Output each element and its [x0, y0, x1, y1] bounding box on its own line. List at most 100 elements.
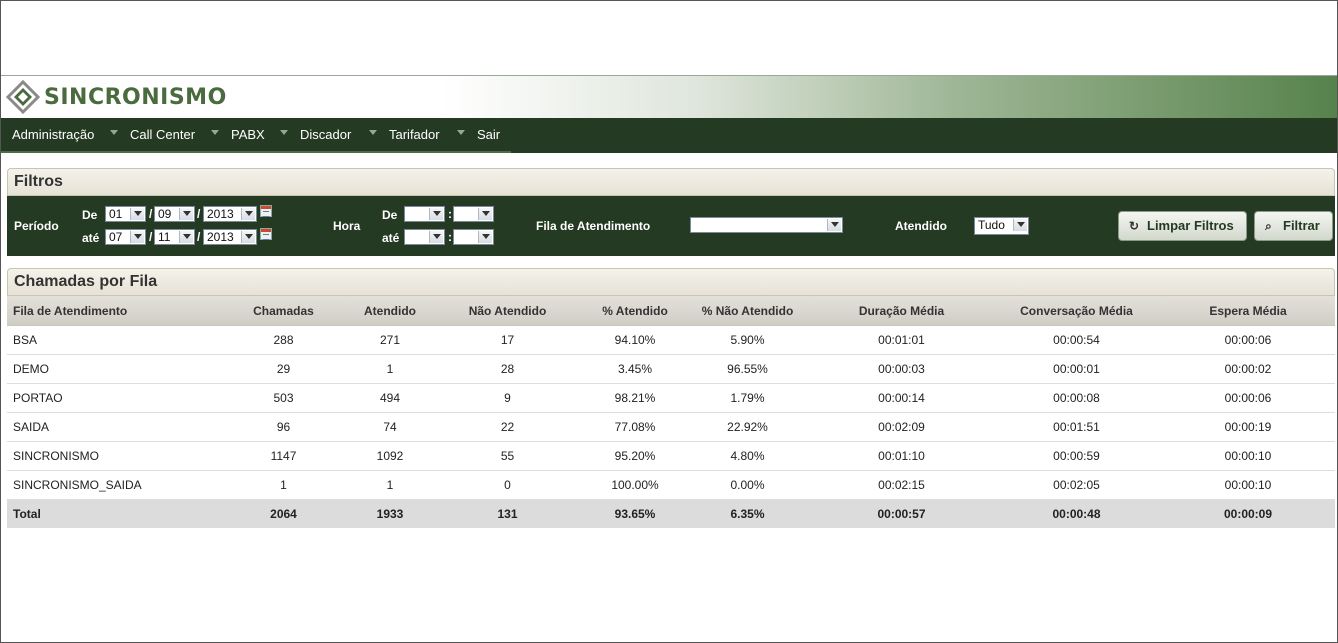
cell: 00:02:15: [811, 470, 992, 500]
report-panel-header: Chamadas por Fila: [7, 268, 1335, 296]
menu-item-pabx[interactable]: PABX: [231, 127, 265, 142]
hora-ate-minute-select[interactable]: [453, 229, 494, 245]
column-header-chamadas[interactable]: Chamadas: [216, 296, 351, 326]
cell: 98.21%: [586, 383, 684, 413]
cell: 00:00:03: [811, 354, 992, 384]
column-header-espera-media[interactable]: Espera Média: [1161, 296, 1335, 326]
cell-fila: SINCRONISMO: [7, 441, 216, 471]
filtrar-label: Filtrar: [1283, 218, 1320, 233]
cell: 94.10%: [586, 325, 684, 355]
cell: 00:02:09: [811, 412, 992, 442]
menu-item-discador[interactable]: Discador: [300, 127, 352, 142]
filtrar-button[interactable]: ⌕ Filtrar: [1254, 211, 1333, 241]
cell: 1: [351, 470, 429, 500]
ate-month-select[interactable]: 11: [154, 229, 195, 245]
cell: 00:01:01: [811, 325, 992, 355]
cell: 1.79%: [684, 383, 811, 413]
column-header-atendido[interactable]: Atendido: [351, 296, 429, 326]
cell-fila: SAIDA: [7, 412, 216, 442]
cell: 22.92%: [684, 412, 811, 442]
menu-item-call-center[interactable]: Call Center: [130, 127, 196, 142]
cell-fila: DEMO: [7, 354, 216, 384]
cell: 5.90%: [684, 325, 811, 355]
total-cell: 131: [429, 499, 586, 528]
date-separator: /: [149, 230, 153, 244]
column-header-nao-atendido[interactable]: Não Atendido: [429, 296, 586, 326]
main-menu: Administração Call Center PABX Discador …: [1, 118, 1337, 153]
de-month-select[interactable]: 09: [154, 206, 195, 222]
atendido-label: Atendido: [895, 219, 947, 233]
cell: 0: [429, 470, 586, 500]
de-year-select[interactable]: 2013: [203, 206, 257, 222]
total-row: Total 2064 1933 131 93.65% 6.35% 00:00:5…: [7, 499, 1335, 528]
cell: 00:00:10: [1161, 470, 1335, 500]
cell-fila: PORTAO: [7, 383, 216, 413]
calendar-icon[interactable]: [260, 205, 272, 217]
fila-label: Fila de Atendimento: [536, 219, 651, 233]
cell: 00:00:19: [1161, 412, 1335, 442]
table-header-row: Fila de Atendimento Chamadas Atendido Nã…: [7, 296, 1335, 326]
calendar-icon[interactable]: [260, 228, 272, 240]
total-cell: 00:00:57: [811, 499, 992, 528]
column-header-conversacao-media[interactable]: Conversação Média: [992, 296, 1161, 326]
logo: SINCRONISMO: [4, 80, 227, 114]
cell: 00:02:05: [992, 470, 1161, 500]
cell: 00:00:14: [811, 383, 992, 413]
cell: 00:00:02: [1161, 354, 1335, 384]
column-header-pct-nao-atendido[interactable]: % Não Atendido: [684, 296, 811, 326]
filters-bar: Período De 01 / 09 / 2013 até 07 / 11 / …: [7, 196, 1335, 256]
column-header-duracao-media[interactable]: Duração Média: [811, 296, 992, 326]
table-row: DEMO 29 1 28 3.45% 96.55% 00:00:03 00:00…: [7, 354, 1335, 384]
cell: 3.45%: [586, 354, 684, 384]
hora-de-hour-select[interactable]: [404, 206, 445, 222]
cell: 00:00:59: [992, 441, 1161, 471]
hora-de-minute-select[interactable]: [453, 206, 494, 222]
cell-fila: BSA: [7, 325, 216, 355]
cell: 17: [429, 325, 586, 355]
filters-title: Filtros: [14, 173, 63, 190]
cell: 00:00:06: [1161, 383, 1335, 413]
total-cell: 2064: [216, 499, 351, 528]
cell: 100.00%: [586, 470, 684, 500]
cell: 288: [216, 325, 351, 355]
menu-item-administracao[interactable]: Administração: [12, 127, 95, 142]
chevron-down-icon: [211, 130, 219, 135]
ate-label: até: [82, 231, 100, 245]
table-row: SAIDA 96 74 22 77.08% 22.92% 00:02:09 00…: [7, 412, 1335, 442]
menu-item-tarifador[interactable]: Tarifador: [389, 127, 440, 142]
cell: 96: [216, 412, 351, 442]
cell: 28: [429, 354, 586, 384]
table-row: PORTAO 503 494 9 98.21% 1.79% 00:00:14 0…: [7, 383, 1335, 413]
hora-ate-label: até: [382, 231, 400, 245]
menu-item-sair[interactable]: Sair: [477, 127, 501, 142]
hora-ate-hour-select[interactable]: [404, 229, 445, 245]
atendido-select[interactable]: Tudo: [974, 217, 1029, 235]
total-cell: 6.35%: [684, 499, 811, 528]
table-row: BSA 288 271 17 94.10% 5.90% 00:01:01 00:…: [7, 325, 1335, 355]
hora-label: Hora: [333, 219, 361, 233]
total-cell: 00:00:48: [992, 499, 1161, 528]
ate-year-select[interactable]: 2013: [203, 229, 257, 245]
column-header-pct-atendido[interactable]: % Atendido: [586, 296, 684, 326]
limpar-filtros-label: Limpar Filtros: [1147, 218, 1234, 233]
de-label: De: [82, 208, 98, 222]
app-header: SINCRONISMO: [1, 75, 1337, 119]
chevron-down-icon: [110, 130, 118, 135]
cell: 22: [429, 412, 586, 442]
limpar-filtros-button[interactable]: ↻ Limpar Filtros: [1118, 211, 1247, 241]
cell-fila: SINCRONISMO_SAIDA: [7, 470, 216, 500]
de-day-select[interactable]: 01: [105, 206, 146, 222]
column-header-fila[interactable]: Fila de Atendimento: [7, 296, 216, 326]
date-separator: /: [197, 230, 201, 244]
cell: 0.00%: [684, 470, 811, 500]
cell: 00:00:01: [992, 354, 1161, 384]
cell: 00:00:10: [1161, 441, 1335, 471]
filters-panel-header: Filtros: [7, 168, 1335, 196]
cell: 00:00:54: [992, 325, 1161, 355]
fila-select[interactable]: [690, 217, 843, 233]
search-icon: ⌕: [1265, 219, 1272, 233]
ate-day-select[interactable]: 07: [105, 229, 146, 245]
cell: 95.20%: [586, 441, 684, 471]
cell: 1: [351, 354, 429, 384]
report-title: Chamadas por Fila: [14, 273, 158, 290]
